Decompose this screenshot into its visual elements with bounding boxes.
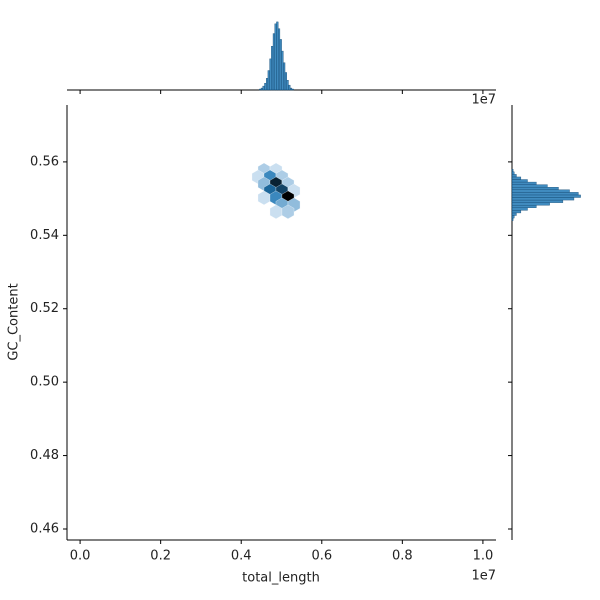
right-hist-bar	[511, 171, 515, 175]
y-tick-label: 0.46	[30, 521, 59, 536]
top-hist-bar	[260, 87, 263, 91]
right-hist-bar	[511, 194, 581, 198]
top-hist-bar	[283, 62, 286, 91]
x-offset-label: 1e7	[471, 569, 496, 584]
x-tick-label: 0.6	[311, 549, 332, 564]
top-hist-bar	[274, 23, 277, 91]
top-hist-bar	[286, 80, 289, 91]
y-axis-label: GC_Content	[7, 283, 22, 360]
x-tick-label: 0.2	[150, 549, 171, 564]
top-hist-bar	[264, 82, 267, 91]
top-hist-bar	[289, 87, 293, 91]
right-hist-bar	[511, 189, 570, 193]
right-hist-bar	[511, 215, 515, 219]
x-tick-label: 1.0	[473, 549, 494, 564]
right-hist-bar	[511, 210, 522, 214]
y-tick-label: 0.54	[30, 228, 59, 243]
top-hist-bar	[267, 70, 270, 91]
top-hist-bar	[276, 21, 279, 91]
top-hist-bar	[284, 72, 287, 91]
top-hist-bar	[279, 39, 282, 91]
top-hist-bar	[291, 88, 294, 91]
right-hist-bar	[511, 187, 559, 190]
hexbin	[281, 204, 295, 219]
right-hist-bar	[511, 217, 514, 221]
y-tick-label: 0.50	[30, 375, 59, 390]
y-tick-label: 0.56	[30, 154, 59, 169]
right-hist-bar	[511, 207, 528, 211]
x-tick-label: 0.8	[392, 549, 413, 564]
right-hist-bar	[511, 179, 528, 183]
top-hist-bar	[277, 28, 281, 91]
top-hist-bar	[262, 85, 265, 91]
x-tick-label: 0.0	[70, 549, 91, 564]
right-hist-bar	[511, 184, 548, 188]
right-hist-bar	[511, 192, 579, 196]
right-hist-bar	[511, 181, 537, 185]
right-hist-bar	[511, 169, 514, 173]
right-hist-bar	[511, 176, 522, 180]
right-hist-bar	[511, 212, 517, 216]
top-hist-bar	[288, 84, 291, 91]
right-hist-bar	[511, 174, 517, 178]
top-offset-label: 1e7	[471, 93, 496, 108]
right-hist-bar	[511, 205, 537, 208]
right-hist-bar	[511, 202, 550, 206]
top-hist-bar	[259, 88, 262, 91]
top-hist-bar	[265, 78, 269, 91]
top-hist-bar	[271, 46, 274, 91]
x-tick-label: 0.4	[231, 549, 252, 564]
right-hist-bar	[511, 199, 564, 203]
x-axis-label: total_length	[242, 571, 320, 586]
top-hist-bar	[269, 58, 272, 91]
top-hist-bar	[281, 50, 284, 91]
y-tick-label: 0.52	[30, 301, 59, 316]
right-hist-bar	[511, 197, 575, 201]
y-tick-label: 0.48	[30, 448, 59, 463]
top-hist-bar	[272, 33, 275, 91]
